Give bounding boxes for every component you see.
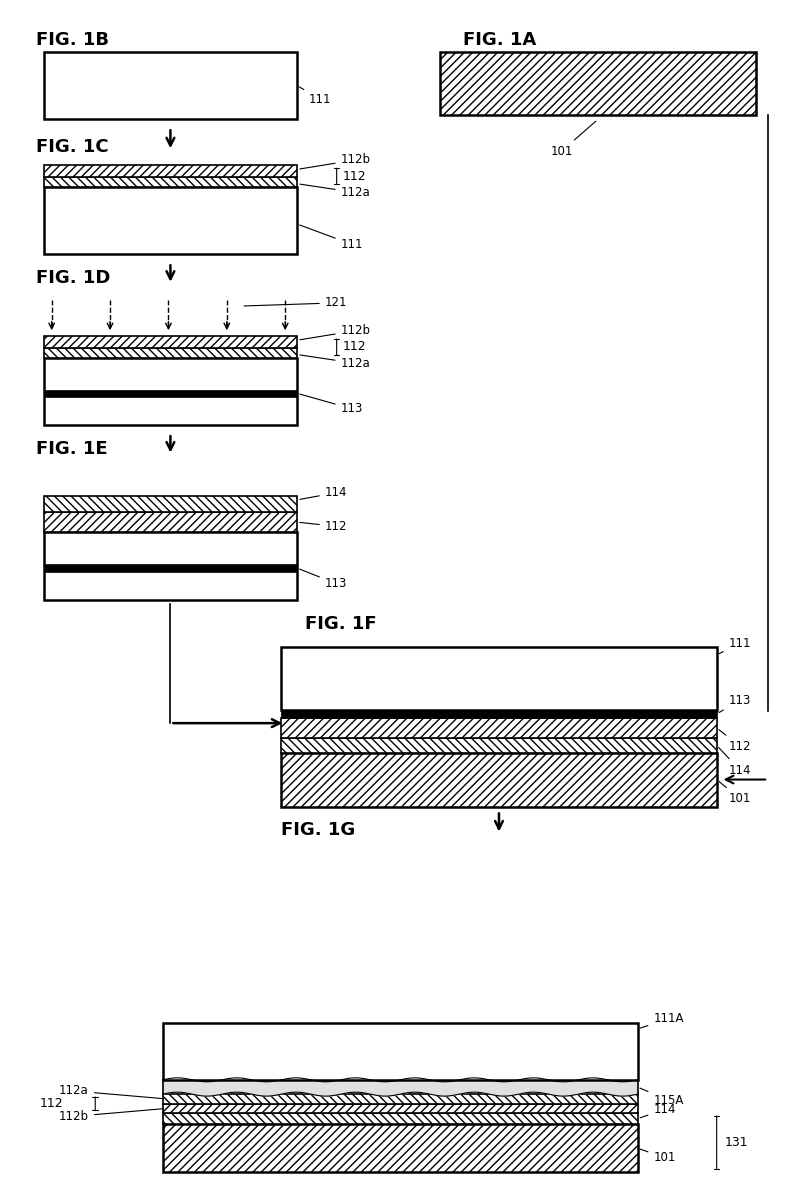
Text: 131: 131 xyxy=(725,1136,748,1150)
Bar xyxy=(44,166,297,178)
Bar xyxy=(162,1124,638,1172)
Text: 112a: 112a xyxy=(300,355,370,370)
Bar xyxy=(44,52,297,119)
Bar xyxy=(439,52,756,115)
Bar xyxy=(44,512,297,533)
Text: 101: 101 xyxy=(719,781,751,805)
Bar xyxy=(44,533,297,600)
Bar xyxy=(282,738,717,752)
Text: 112: 112 xyxy=(40,1097,63,1110)
Bar xyxy=(282,647,717,710)
Text: 114: 114 xyxy=(718,748,751,776)
Bar xyxy=(162,1104,638,1114)
Text: 112a: 112a xyxy=(59,1085,164,1099)
Text: 112b: 112b xyxy=(300,324,370,340)
Text: 101: 101 xyxy=(640,1150,676,1164)
Text: FIG. 1B: FIG. 1B xyxy=(36,31,109,49)
Text: 112: 112 xyxy=(300,520,347,533)
Text: FIG. 1F: FIG. 1F xyxy=(305,614,377,632)
Text: 114: 114 xyxy=(300,486,347,499)
Text: 113: 113 xyxy=(719,694,751,713)
Text: FIG. 1A: FIG. 1A xyxy=(463,31,537,49)
Text: 112b: 112b xyxy=(300,154,370,169)
Text: 111: 111 xyxy=(300,224,363,251)
Text: FIG. 1D: FIG. 1D xyxy=(36,269,110,287)
Text: 112: 112 xyxy=(343,169,366,182)
Text: 112: 112 xyxy=(343,341,366,354)
Bar xyxy=(44,178,297,187)
Bar xyxy=(162,1114,638,1124)
Bar xyxy=(44,187,297,254)
Text: FIG. 1E: FIG. 1E xyxy=(36,440,107,458)
Bar xyxy=(282,718,717,738)
Text: 112: 112 xyxy=(719,730,751,752)
Text: 121: 121 xyxy=(244,296,347,310)
Bar xyxy=(282,710,717,718)
Bar xyxy=(44,496,297,512)
Text: 115A: 115A xyxy=(640,1088,684,1106)
Text: 101: 101 xyxy=(550,121,596,157)
Text: FIG. 1C: FIG. 1C xyxy=(36,138,109,156)
Bar xyxy=(44,358,297,425)
Text: 113: 113 xyxy=(300,394,363,415)
Bar xyxy=(162,1094,638,1104)
Text: 112b: 112b xyxy=(59,1109,164,1123)
Text: 111: 111 xyxy=(299,86,331,106)
Bar xyxy=(282,752,717,806)
Text: 111: 111 xyxy=(719,637,751,654)
Text: 111A: 111A xyxy=(640,1012,684,1028)
Bar xyxy=(44,336,297,348)
Text: 113: 113 xyxy=(300,569,347,590)
Bar xyxy=(44,348,297,358)
Bar xyxy=(44,390,297,397)
Text: 112a: 112a xyxy=(300,184,370,199)
Text: 114: 114 xyxy=(640,1103,676,1118)
Bar xyxy=(44,564,297,571)
Text: FIG. 1G: FIG. 1G xyxy=(282,821,355,839)
Bar xyxy=(162,1022,638,1080)
